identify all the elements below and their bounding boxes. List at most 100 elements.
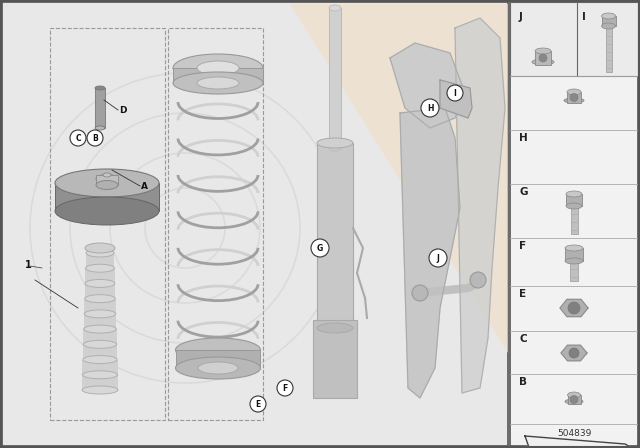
Ellipse shape [96,175,118,184]
Bar [83,329,116,345]
Ellipse shape [83,371,118,379]
Ellipse shape [175,357,260,379]
Ellipse shape [173,72,263,94]
Bar [510,2,638,446]
Text: I: I [454,89,456,98]
Ellipse shape [535,48,551,54]
Text: F: F [519,241,526,251]
Text: 1: 1 [25,260,32,270]
Ellipse shape [329,145,341,151]
Ellipse shape [175,338,260,362]
Text: C: C [519,334,527,344]
Bar [50,28,165,420]
Ellipse shape [84,295,115,303]
Text: E: E [255,400,260,409]
Text: A: A [141,181,148,190]
Bar [535,51,551,65]
Bar [95,88,105,128]
Ellipse shape [198,362,238,374]
Ellipse shape [85,280,115,288]
Text: H: H [519,133,528,143]
Circle shape [421,99,439,117]
Circle shape [311,239,329,257]
Bar [317,143,353,328]
Ellipse shape [329,5,341,11]
Ellipse shape [317,138,353,148]
Circle shape [87,130,103,146]
Ellipse shape [317,323,353,333]
Bar [83,345,117,360]
FancyBboxPatch shape [602,16,616,26]
Circle shape [470,272,486,288]
Bar [86,253,115,268]
Bar [96,175,118,185]
Ellipse shape [197,61,239,75]
Ellipse shape [86,249,114,257]
Bar [84,284,115,299]
Ellipse shape [564,98,584,103]
Circle shape [250,396,266,412]
Text: E: E [519,289,526,299]
Polygon shape [440,80,472,118]
Ellipse shape [602,23,616,29]
Polygon shape [390,43,465,128]
Ellipse shape [565,399,583,404]
Ellipse shape [568,392,580,398]
Text: J: J [436,254,440,263]
Ellipse shape [532,59,554,65]
Bar [82,375,118,390]
Bar [83,360,118,375]
Ellipse shape [82,386,118,394]
Bar [605,26,612,72]
Text: B: B [519,377,527,387]
Ellipse shape [55,169,159,197]
Ellipse shape [565,245,583,251]
Bar [570,261,578,281]
Circle shape [568,302,580,314]
Ellipse shape [83,340,116,349]
Circle shape [570,94,578,102]
Bar [84,299,116,314]
Text: D: D [119,105,127,115]
Bar [84,314,116,329]
Ellipse shape [86,264,115,272]
Text: B: B [92,134,98,142]
Bar [2,2,508,446]
Text: 504839: 504839 [557,429,591,438]
Ellipse shape [602,13,616,19]
Ellipse shape [84,325,116,333]
Polygon shape [560,299,588,317]
Ellipse shape [95,86,105,90]
Ellipse shape [84,310,116,318]
Bar [567,92,581,103]
Bar [173,68,263,83]
Bar [85,268,115,284]
Circle shape [70,130,86,146]
Polygon shape [561,345,587,361]
Text: F: F [282,383,287,392]
Circle shape [447,85,463,101]
Polygon shape [455,18,505,393]
Bar [329,8,341,148]
Polygon shape [525,436,632,448]
Circle shape [412,285,428,301]
Bar [568,395,580,404]
Bar [168,28,263,420]
Ellipse shape [565,258,583,264]
Ellipse shape [85,243,115,253]
Ellipse shape [566,191,582,197]
Circle shape [277,380,293,396]
Text: G: G [317,244,323,253]
Bar [570,206,577,234]
Ellipse shape [95,126,105,130]
Text: I: I [582,12,586,22]
Ellipse shape [567,89,581,95]
Bar [313,320,357,398]
Circle shape [429,249,447,267]
Circle shape [569,348,579,358]
FancyBboxPatch shape [566,194,582,206]
Text: G: G [519,187,527,197]
Ellipse shape [566,203,582,209]
Ellipse shape [173,54,263,82]
Text: H: H [427,103,433,112]
